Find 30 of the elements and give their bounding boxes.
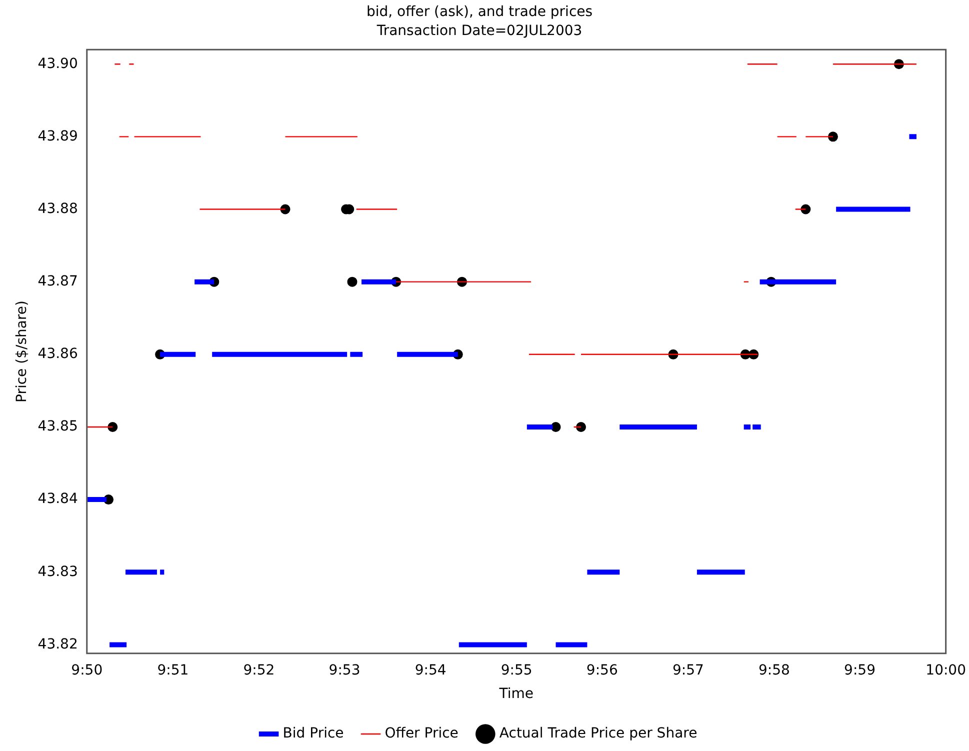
x-tick-label: 9:52 xyxy=(243,662,275,678)
x-tick-label: 9:54 xyxy=(414,662,446,678)
legend-label: Offer Price xyxy=(384,726,458,742)
chart-title: bid, offer (ask), and trade prices xyxy=(366,4,593,20)
y-tick-label: 43.82 xyxy=(38,636,78,652)
y-tick-label: 43.88 xyxy=(38,200,78,217)
y-tick-label: 43.84 xyxy=(38,491,78,508)
x-tick-label: 9:57 xyxy=(672,662,704,678)
x-tick-label: 9:51 xyxy=(157,662,189,678)
point xyxy=(347,276,358,287)
x-axis-title: Time xyxy=(498,686,534,702)
x-tick-label: 9:50 xyxy=(71,662,103,678)
x-tick-label: 9:58 xyxy=(758,662,790,678)
x-tick-label: 10:00 xyxy=(926,662,966,678)
y-tick-label: 43.90 xyxy=(38,56,78,72)
y-tick-label: 43.83 xyxy=(38,564,78,580)
x-tick-label: 9:56 xyxy=(586,662,618,678)
legend-label: Actual Trade Price per Share xyxy=(499,726,698,742)
y-tick-label: 43.86 xyxy=(38,346,78,362)
point xyxy=(108,422,118,432)
x-tick-label: 9:53 xyxy=(328,662,360,678)
x-tick-label: 9:55 xyxy=(500,662,532,678)
x-tick-label: 9:59 xyxy=(844,662,876,678)
y-axis-title: Price ($/share) xyxy=(14,300,30,402)
y-tick-label: 43.89 xyxy=(38,128,78,144)
y-tick-label: 43.85 xyxy=(38,418,78,435)
chart-subtitle: Transaction Date=02JUL2003 xyxy=(376,22,582,39)
point xyxy=(576,422,586,432)
y-tick-label: 43.87 xyxy=(38,273,78,290)
legend-label: Bid Price xyxy=(282,726,344,742)
